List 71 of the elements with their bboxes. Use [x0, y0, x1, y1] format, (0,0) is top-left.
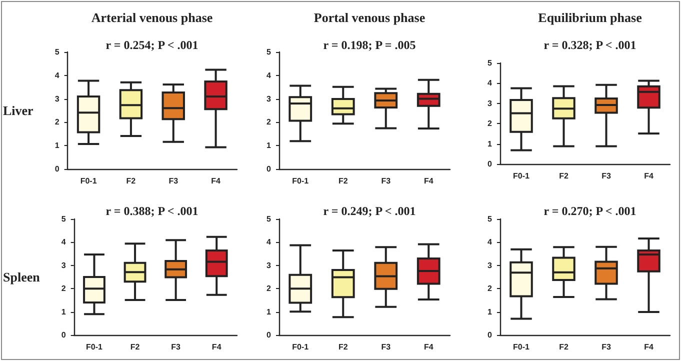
y-tick-label: 5: [266, 48, 272, 56]
chart-title: Equilibrium phase: [538, 10, 642, 25]
x-tick-label: F0-1: [292, 342, 310, 352]
x-tick-label: F3: [602, 342, 612, 352]
x-tick-label: F3: [168, 176, 179, 186]
y-tick-label: 1: [54, 141, 60, 150]
x-tick-label: F2: [559, 172, 569, 180]
y-tick-label: 3: [488, 260, 493, 270]
x-tick-label: F3: [171, 342, 182, 352]
x-tick-label: F3: [381, 176, 392, 186]
x-tick-label: F3: [381, 342, 392, 352]
chart-title: Portal venous phase: [314, 10, 426, 25]
chart-subtitle: r = 0.270; P < .001: [544, 204, 636, 218]
y-tick-label: 1: [266, 307, 272, 316]
chart-title: Arterial venous phase: [91, 10, 213, 25]
y-tick-label: 3: [54, 94, 60, 104]
y-tick-label: 4: [61, 238, 66, 247]
y-tick-label: 0: [61, 330, 66, 340]
y-tick-label: 1: [266, 141, 272, 150]
y-tick-label: 2: [266, 284, 272, 294]
y-tick-label: 0: [266, 164, 272, 174]
y-tick-label: 5: [61, 214, 66, 224]
y-tick-label: 5: [266, 214, 272, 224]
x-tick-label: F2: [559, 342, 569, 352]
x-tick-label: F0-1: [513, 172, 530, 180]
x-tick-label: F2: [338, 342, 348, 352]
y-tick-label: 2: [61, 284, 66, 294]
y-tick-label: 4: [488, 238, 493, 247]
y-tick-label: 2: [266, 118, 272, 127]
y-tick-label: 5: [488, 58, 493, 68]
y-tick-label: 1: [488, 307, 493, 316]
y-axis-title: Spleen: [3, 270, 41, 284]
y-tick-label: 4: [488, 78, 493, 88]
y-tick-label: 2: [488, 119, 493, 128]
x-tick-label: F2: [126, 176, 136, 186]
y-tick-label: 0: [488, 330, 493, 340]
chart-subtitle: r = 0.249; P < .001: [323, 204, 416, 218]
chart-subtitle: r = 0.328; P < .001: [544, 38, 636, 52]
x-tick-label: F2: [130, 342, 140, 352]
y-tick-label: 2: [54, 118, 60, 127]
x-tick-label: F2: [338, 176, 348, 186]
y-tick-label: 3: [266, 94, 272, 104]
y-tick-label: 5: [54, 48, 60, 56]
y-tick-label: 4: [54, 70, 60, 80]
y-tick-label: 3: [266, 260, 272, 270]
chart-subtitle: r = 0.388; P < .001: [106, 204, 198, 218]
y-tick-label: 3: [61, 260, 66, 270]
x-tick-label: F0-1: [86, 342, 104, 352]
x-tick-label: F0-1: [292, 176, 310, 186]
x-tick-label: F4: [211, 176, 222, 186]
y-tick-label: 0: [54, 164, 60, 174]
x-tick-label: F0-1: [80, 176, 98, 186]
y-tick-label: 3: [488, 98, 493, 108]
y-tick-label: 1: [61, 307, 66, 316]
y-tick-label: 2: [488, 284, 493, 294]
x-tick-label: F4: [424, 176, 434, 186]
y-axis-title: Liver: [2, 103, 34, 118]
x-tick-label: F0-1: [513, 342, 530, 352]
chart-subtitle: r = 0.198; P = .005: [323, 38, 416, 52]
y-tick-label: 5: [488, 214, 493, 224]
x-tick-label: F4: [212, 342, 222, 352]
y-tick-label: 0: [488, 160, 493, 168]
y-tick-label: 4: [266, 70, 272, 80]
y-tick-label: 4: [266, 238, 272, 247]
x-tick-label: F4: [644, 172, 654, 180]
x-tick-label: F4: [424, 342, 434, 352]
y-tick-label: 0: [266, 330, 272, 340]
y-tick-label: 1: [488, 139, 493, 148]
x-tick-label: F4: [644, 342, 654, 352]
x-tick-label: F3: [602, 172, 612, 180]
chart-subtitle: r = 0.254; P < .001: [106, 38, 198, 52]
